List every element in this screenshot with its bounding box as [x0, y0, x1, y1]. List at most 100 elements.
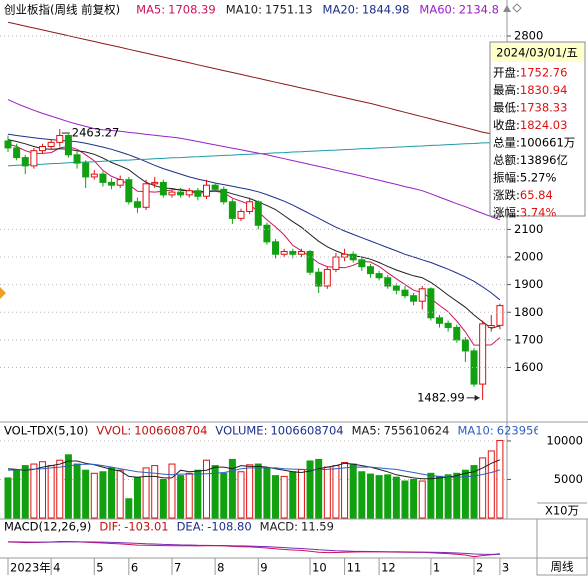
candle-body: [410, 295, 418, 302]
volume-readout-label: MA5:: [352, 424, 381, 438]
volume-readout-label: VVOL:: [96, 424, 131, 438]
volume-bar: [220, 472, 228, 519]
x-tick-label: 7: [174, 561, 181, 575]
info-label: 收盘:: [493, 118, 520, 132]
volume-bar: [297, 468, 305, 519]
volume-bar: [4, 477, 12, 519]
volume-bar: [151, 465, 159, 519]
x-tick-label: 4: [53, 561, 60, 575]
volume-bar: [306, 460, 314, 519]
info-frame: [489, 41, 586, 217]
y-tick-label: 2000: [514, 250, 543, 264]
macd-readout-label: DIF:: [99, 520, 121, 534]
volume-bar: [30, 463, 38, 519]
candle-body: [151, 181, 159, 185]
candle-body: [427, 288, 435, 319]
macd-readout-value: -103.01: [124, 520, 168, 534]
header: 创业板指(周线 前复权) MA5: 1708.39 MA10: 1751.13 MA20:…: [4, 3, 507, 17]
macd-line: [7, 541, 500, 555]
volume-bar: [401, 480, 409, 519]
candle-body: [315, 271, 323, 287]
ma-line: [7, 133, 501, 301]
volume-bar: [82, 469, 90, 519]
info-value: 1830.94: [520, 83, 568, 97]
volume-bar: [177, 475, 185, 519]
candle-body: [418, 288, 426, 302]
info-value: 100661万: [520, 136, 575, 150]
candle-body: [375, 273, 383, 279]
candle-body: [90, 173, 98, 178]
volume-bar: [418, 480, 426, 519]
volume-bar: [366, 473, 374, 519]
volume-bar: [436, 475, 443, 519]
candle-body: [297, 250, 305, 255]
legend-label: MA60:: [419, 3, 455, 17]
ma-line: [7, 99, 501, 221]
volume-bar: [263, 467, 271, 519]
volume-bar: [375, 475, 383, 519]
candle-body: [366, 266, 374, 275]
candle-body: [444, 322, 452, 328]
volume-bar: [202, 459, 210, 519]
candle-body: [479, 323, 487, 385]
candle-body: [159, 181, 167, 196]
ma-line: [7, 139, 501, 329]
y-tick-label: 1600: [514, 360, 543, 374]
volume-bar: [159, 478, 167, 519]
info-label: 总量:: [493, 136, 520, 150]
volume-readout-value: 1006608704: [270, 424, 343, 438]
volume-bar: [479, 457, 487, 519]
volume-bar: [496, 439, 504, 519]
candle-body: [496, 305, 504, 326]
ma-line: [7, 143, 501, 346]
volume-bar: [108, 467, 116, 519]
candle-body: [349, 253, 357, 261]
volume-title: VOL-TDX(5,10): [4, 424, 88, 438]
volume-bar: [168, 463, 176, 519]
candle-body: [358, 259, 366, 268]
header-icon[interactable]: [503, 5, 511, 12]
header-icon[interactable]: [512, 3, 522, 13]
candle-body: [280, 250, 288, 255]
candle-body: [384, 277, 392, 287]
candle-body: [332, 256, 340, 270]
candle-body: [272, 241, 280, 255]
volume-ma-line: [7, 463, 501, 478]
volume-bar: [453, 472, 461, 519]
volume-bar: [185, 472, 193, 519]
candle-body: [470, 350, 478, 385]
volume-bar: [280, 475, 288, 519]
volume-bar: [461, 469, 469, 519]
y-tick-label: 10000: [546, 433, 583, 447]
info-value: 1752.76: [520, 66, 568, 80]
info-label: 开盘:: [493, 66, 520, 80]
side-handle[interactable]: [0, 287, 6, 299]
volume-bar: [444, 474, 452, 519]
candle-body: [125, 179, 133, 203]
volume-bar: [254, 463, 262, 519]
volume-bar: [392, 476, 400, 519]
candle-body: [73, 154, 81, 164]
volume-bar: [332, 465, 340, 519]
volume-bar: [384, 474, 392, 519]
candle-body: [56, 134, 64, 143]
candle-body: [39, 146, 47, 152]
volume-bar: [272, 475, 280, 519]
candle-body: [237, 210, 245, 219]
legend-value: 2134.86: [459, 3, 507, 17]
price-plot: [4, 21, 504, 400]
candle-body: [453, 326, 461, 341]
candle-body: [99, 173, 107, 183]
volume-bar: [228, 458, 236, 519]
candle-body: [21, 157, 29, 167]
info-label: 涨跌:: [493, 188, 520, 202]
volume-bar: [39, 461, 47, 519]
low-label: 1482.99: [417, 390, 465, 404]
volume-bar: [410, 478, 418, 519]
low-arrowhead: [474, 394, 480, 401]
volume-bar: [73, 463, 81, 519]
legend-value: 1844.98: [362, 3, 410, 17]
x-tick-label: 12: [381, 561, 396, 575]
